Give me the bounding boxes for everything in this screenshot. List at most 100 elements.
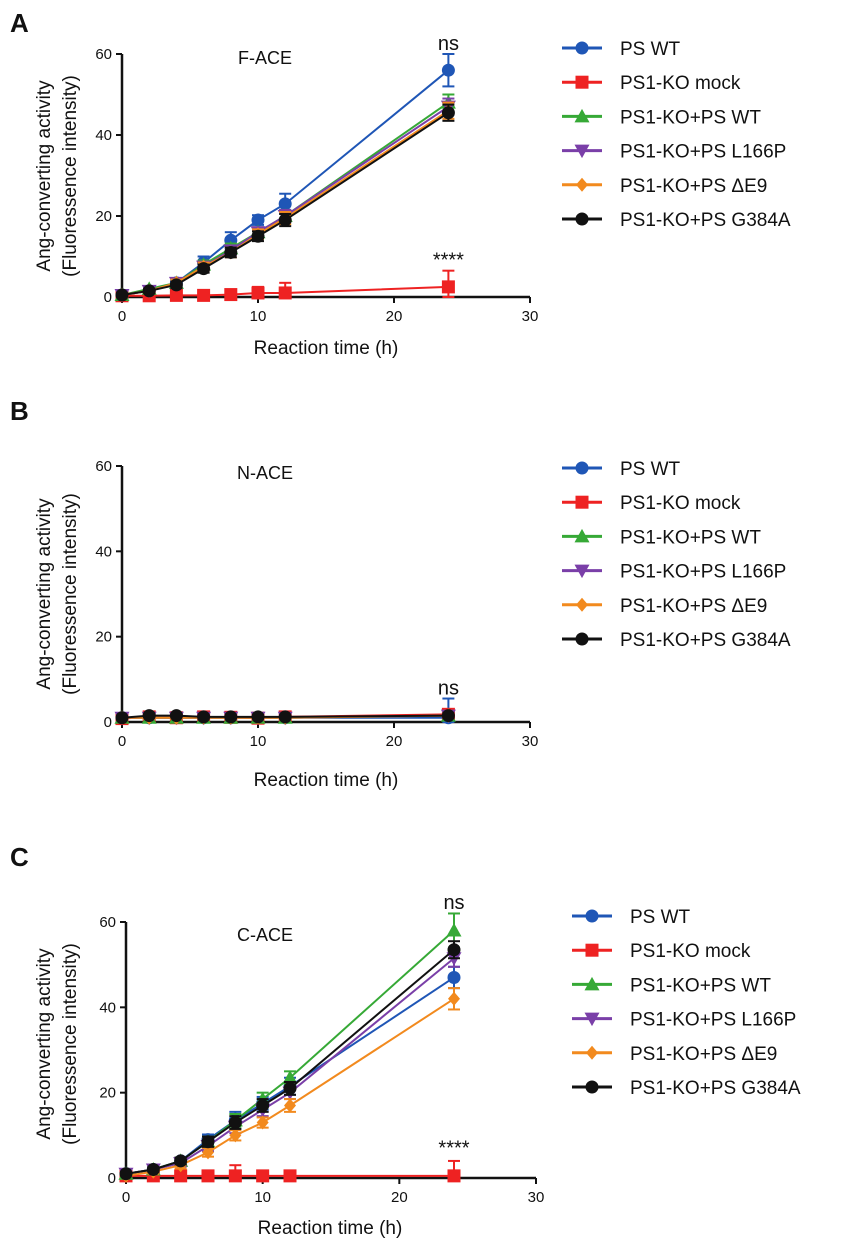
y-tick-label-a-40: 40 bbox=[95, 127, 112, 144]
y-tick-label-c-60: 60 bbox=[99, 914, 116, 931]
annotation-a-0: ns bbox=[438, 33, 459, 55]
data-point-c-ps1-ko-ps-wt-2-7 bbox=[446, 923, 462, 937]
legend-label-c-ps1-ko-ps-g384a-5: PS1-KO+PS G384A bbox=[630, 1078, 801, 1099]
legend-marker-a-ps-wt-0 bbox=[575, 41, 589, 55]
annotation-a-1: **** bbox=[433, 250, 464, 272]
legend-marker-b-ps1-ko-mock-1 bbox=[575, 495, 589, 509]
data-point-a-ps1-ko-ps-g384a-5-1 bbox=[142, 284, 156, 298]
legend-marker-b-ps1-ko-ps-wt-2 bbox=[574, 528, 590, 543]
y-axis-label-b-line1: Ang-converting activity bbox=[34, 498, 55, 690]
annotation-c-1: **** bbox=[438, 1138, 469, 1160]
data-point-a-ps1-ko-ps-g384a-5-6 bbox=[278, 213, 292, 227]
y-tick-label-a-20: 20 bbox=[95, 208, 112, 225]
y-tick-label-c-0: 0 bbox=[108, 1170, 116, 1187]
legend-marker-c-ps1-ko-ps-e9-4 bbox=[586, 1045, 598, 1060]
y-tick-label-b-0: 0 bbox=[104, 714, 112, 731]
x-tick-label-b-10: 10 bbox=[250, 733, 267, 750]
x-tick-label-a-0: 0 bbox=[118, 308, 126, 325]
y-tick-label-c-40: 40 bbox=[99, 999, 116, 1016]
data-point-c-ps1-ko-mock-1-3 bbox=[201, 1169, 215, 1183]
legend-label-a-ps1-ko-ps-wt-2: PS1-KO+PS WT bbox=[620, 107, 761, 128]
data-point-c-ps1-ko-ps-g384a-5-1 bbox=[146, 1162, 160, 1176]
data-point-a-ps1-ko-mock-1-4 bbox=[224, 288, 238, 302]
data-point-c-ps1-ko-ps-wt-2-6 bbox=[282, 1070, 298, 1084]
panel-c-chart: C C-ACE Ang-converting activity (Fluores… bbox=[10, 842, 801, 1239]
data-point-a-ps1-ko-ps-g384a-5-0 bbox=[115, 288, 129, 302]
data-point-b-ps1-ko-ps-g384a-5-0 bbox=[115, 711, 129, 725]
data-point-c-ps1-ko-ps-e9-4-7 bbox=[448, 991, 460, 1006]
y-axis-label-a-line2: (Fluoressence intensity) bbox=[60, 75, 81, 277]
data-point-a-ps-wt-0-5 bbox=[251, 213, 265, 227]
data-point-a-ps1-ko-mock-1-7 bbox=[441, 280, 455, 294]
legend-label-c-ps1-ko-ps-l166p-3: PS1-KO+PS L166P bbox=[630, 1010, 796, 1031]
data-point-c-ps1-ko-ps-e9-4-3 bbox=[202, 1145, 214, 1160]
x-tick-label-b-30: 30 bbox=[522, 733, 539, 750]
x-tick-label-a-20: 20 bbox=[386, 308, 403, 325]
chart-title-a: F-ACE bbox=[238, 48, 292, 68]
legend-marker-c-ps1-ko-mock-1 bbox=[585, 943, 599, 957]
legend-marker-b-ps1-ko-ps-g384a-5 bbox=[575, 632, 589, 646]
legend-c: PS WT PS1-KO mock PS1-KO+PS WT PS1-KO+PS L1… bbox=[572, 907, 801, 1099]
y-tick-label-b-60: 60 bbox=[95, 458, 112, 475]
data-point-c-ps1-ko-mock-1-4 bbox=[228, 1169, 242, 1183]
panel-b-chart: B N-ACE Ang-converting activity (Fluores… bbox=[10, 396, 791, 791]
annotation-c-0: ns bbox=[443, 892, 464, 914]
data-point-c-ps1-ko-mock-1-5 bbox=[256, 1169, 270, 1183]
data-point-a-ps1-ko-mock-1-5 bbox=[251, 286, 265, 300]
y-axis-label-c-line2: (Fluoressence intensity) bbox=[60, 943, 81, 1145]
data-point-c-ps1-ko-ps-g384a-5-2 bbox=[174, 1154, 188, 1168]
data-point-a-ps1-ko-ps-g384a-5-4 bbox=[224, 245, 238, 259]
series-line-c-ps1-ko-ps-wt-2 bbox=[125, 929, 455, 1175]
data-point-a-ps1-ko-ps-g384a-5-5 bbox=[251, 229, 265, 243]
legend-label-c-ps-wt-0: PS WT bbox=[630, 907, 691, 928]
series-line-a-ps-wt-0 bbox=[121, 69, 450, 296]
data-point-c-ps1-ko-ps-g384a-5-5 bbox=[256, 1098, 270, 1112]
legend-marker-b-ps-wt-0 bbox=[575, 461, 589, 475]
legend-label-a-ps1-ko-ps-g384a-5: PS1-KO+PS G384A bbox=[620, 210, 791, 231]
x-tick-label-c-10: 10 bbox=[254, 1189, 271, 1206]
legend-marker-b-ps1-ko-ps-e9-4 bbox=[576, 597, 588, 612]
data-point-b-ps1-ko-ps-g384a-5-4 bbox=[224, 710, 238, 724]
x-tick-label-c-30: 30 bbox=[528, 1189, 545, 1206]
legend-label-b-ps1-ko-ps-l166p-3: PS1-KO+PS L166P bbox=[620, 562, 786, 583]
legend-marker-c-ps1-ko-ps-l166p-3 bbox=[584, 1012, 600, 1027]
x-tick-label-a-30: 30 bbox=[522, 308, 539, 325]
data-point-c-ps1-ko-ps-e9-4-4 bbox=[229, 1128, 242, 1143]
legend-label-a-ps-wt-0: PS WT bbox=[620, 39, 681, 60]
legend-label-b-ps1-ko-ps-e9-4: PS1-KO+PS ΔE9 bbox=[620, 596, 767, 617]
x-axis-label-a: Reaction time (h) bbox=[254, 338, 399, 359]
legend-marker-a-ps1-ko-ps-wt-2 bbox=[574, 108, 590, 123]
data-point-c-ps1-ko-ps-e9-4-6 bbox=[284, 1098, 296, 1113]
data-point-b-ps1-ko-ps-g384a-5-5 bbox=[251, 710, 265, 724]
legend-marker-a-ps1-ko-ps-g384a-5 bbox=[575, 212, 589, 226]
chart-title-b: N-ACE bbox=[237, 463, 293, 483]
legend-b: PS WT PS1-KO mock PS1-KO+PS WT PS1-KO+PS L1… bbox=[562, 459, 791, 651]
legend-marker-c-ps1-ko-ps-wt-2 bbox=[584, 976, 600, 991]
data-point-b-ps1-ko-ps-g384a-5-6 bbox=[278, 710, 292, 724]
legend-marker-b-ps1-ko-ps-l166p-3 bbox=[574, 564, 590, 579]
panel-letter-b: B bbox=[10, 396, 29, 426]
data-point-b-ps1-ko-ps-g384a-5-2 bbox=[169, 709, 183, 723]
data-point-c-ps1-ko-ps-g384a-5-7 bbox=[447, 943, 461, 957]
series-line-c-ps1-ko-ps-g384a-5 bbox=[125, 948, 455, 1175]
legend-label-b-ps1-ko-ps-wt-2: PS1-KO+PS WT bbox=[620, 527, 761, 548]
x-tick-label-b-20: 20 bbox=[386, 733, 403, 750]
data-point-c-ps1-ko-ps-e9-4-5 bbox=[256, 1115, 269, 1130]
legend-a: PS WT PS1-KO mock PS1-KO+PS WT PS1-KO+PS L1… bbox=[562, 39, 791, 231]
panel-letter-a: A bbox=[10, 8, 29, 38]
legend-marker-c-ps-wt-0 bbox=[585, 909, 599, 923]
y-tick-label-a-0: 0 bbox=[104, 289, 112, 306]
y-axis-label-c-line1: Ang-converting activity bbox=[34, 948, 55, 1140]
data-point-a-ps1-ko-mock-1-6 bbox=[278, 286, 292, 300]
data-point-b-ps1-ko-ps-g384a-5-3 bbox=[197, 710, 211, 724]
legend-label-a-ps1-ko-ps-e9-4: PS1-KO+PS ΔE9 bbox=[620, 176, 767, 197]
legend-label-a-ps1-ko-ps-l166p-3: PS1-KO+PS L166P bbox=[620, 142, 786, 163]
data-point-c-ps1-ko-mock-1-2 bbox=[174, 1169, 188, 1183]
plot-area-b: 0 20 40 60 0 10 20 30 ns bbox=[95, 458, 538, 750]
y-tick-label-b-20: 20 bbox=[95, 629, 112, 646]
y-tick-label-c-20: 20 bbox=[99, 1085, 116, 1102]
legend-label-c-ps1-ko-mock-1: PS1-KO mock bbox=[630, 941, 751, 962]
legend-label-c-ps1-ko-ps-e9-4: PS1-KO+PS ΔE9 bbox=[630, 1044, 777, 1065]
y-axis-label-a-line1: Ang-converting activity bbox=[34, 80, 55, 272]
